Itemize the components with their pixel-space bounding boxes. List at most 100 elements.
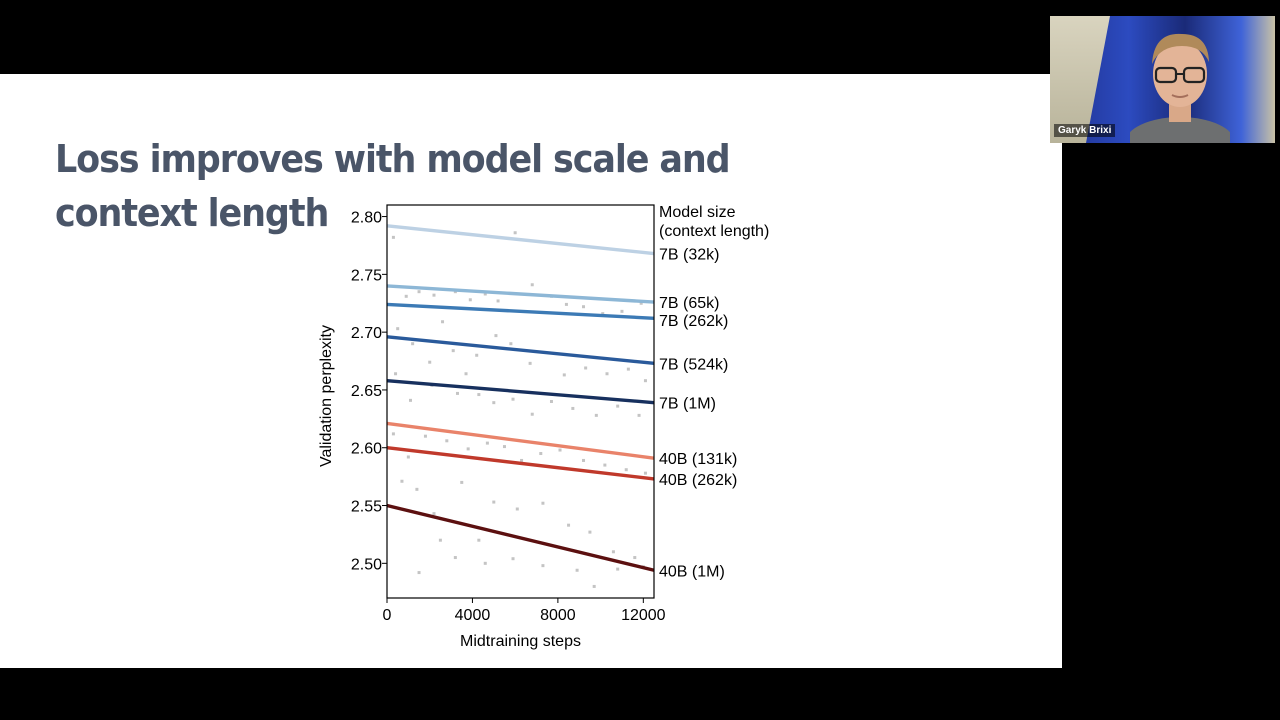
- plot-frame: [386, 204, 655, 599]
- scatter-point: [406, 455, 410, 459]
- y-tick-label: 2.65: [351, 383, 382, 400]
- y-tick-label: 2.75: [351, 267, 382, 284]
- scatter-point: [423, 434, 427, 438]
- scatter-point: [588, 530, 592, 534]
- scatter-point: [411, 342, 415, 346]
- scatter-point: [492, 500, 496, 504]
- scatter-point: [492, 401, 496, 405]
- scatter-point: [417, 290, 421, 294]
- slide-title: Loss improves with model scale and conte…: [55, 137, 731, 235]
- scatter-point: [603, 463, 607, 467]
- y-tick-label: 2.70: [351, 325, 382, 342]
- scatter-point: [626, 367, 630, 371]
- legend-label: 40B (262k): [659, 472, 737, 489]
- scatter-point: [464, 372, 468, 376]
- participant-avatar: [1130, 33, 1230, 143]
- scatter-point: [404, 294, 408, 298]
- scatter-point: [605, 372, 609, 376]
- scatter-point: [511, 397, 515, 401]
- scatter-point: [530, 412, 534, 416]
- scatter-point: [643, 471, 647, 475]
- series-line: [386, 335, 655, 366]
- participant-name-label: Garyk Brixi: [1054, 124, 1116, 137]
- scatter-point: [594, 413, 598, 417]
- scatter-point: [453, 556, 457, 560]
- scatter-point: [582, 458, 586, 462]
- scatter-point: [539, 452, 543, 456]
- scatter-point: [445, 439, 449, 443]
- x-tick-label: 0: [383, 607, 392, 624]
- x-tick-label: 4000: [455, 607, 491, 624]
- scatter-point: [633, 556, 637, 560]
- presentation-slide: Loss improves with model scale and conte…: [0, 74, 1062, 668]
- scatter-point: [601, 312, 605, 316]
- scatter-point: [541, 564, 545, 568]
- perplexity-chart: 0 4000 8000 12000 2.50 2.55 2.60 2.65 2.70 2.75 2…: [318, 204, 769, 650]
- scatter-point: [564, 302, 568, 306]
- legend-title-line1: Model size: [659, 204, 736, 221]
- legend-label: 7B (65k): [659, 295, 719, 312]
- scatter-point: [584, 366, 588, 370]
- series-line: [386, 284, 655, 304]
- scatter-point: [391, 432, 395, 436]
- scatter-point: [528, 361, 532, 365]
- scatter-point: [509, 342, 513, 346]
- participant-video-tile[interactable]: Garyk Brixi: [1050, 16, 1275, 143]
- scatter-point: [494, 334, 498, 338]
- legend-label: 40B (131k): [659, 451, 737, 468]
- scatter-point: [582, 305, 586, 309]
- scatter-point: [567, 523, 571, 527]
- scatter-point: [466, 447, 470, 451]
- scatter-point: [455, 391, 459, 395]
- scatter-point: [428, 360, 432, 364]
- scatter-point: [515, 507, 519, 511]
- scatter-point: [394, 372, 398, 376]
- legend-label: 40B (1M): [659, 563, 725, 580]
- legend-label: 7B (524k): [659, 356, 728, 373]
- scatter-point: [438, 538, 442, 542]
- scatter-point: [520, 458, 524, 462]
- scatter-point: [513, 231, 517, 235]
- x-axis-label: Midtraining steps: [460, 633, 581, 650]
- legend-label: 7B (1M): [659, 396, 716, 413]
- scatter-point: [558, 448, 562, 452]
- scatter-point: [643, 379, 647, 383]
- series-line: [386, 224, 655, 256]
- scatter-point: [415, 487, 419, 491]
- scatter-point: [485, 441, 489, 445]
- scatter-point: [400, 479, 404, 483]
- scatter-point: [391, 235, 395, 239]
- legend-label: 7B (32k): [659, 247, 719, 264]
- scatter-point: [483, 561, 487, 565]
- scatter-point: [475, 353, 479, 357]
- y-tick-label: 2.60: [351, 441, 382, 458]
- scatter-point: [417, 571, 421, 575]
- scatter-point: [460, 480, 464, 484]
- scatter-point: [432, 512, 436, 516]
- scatter-point: [575, 568, 579, 572]
- x-tick-label: 8000: [540, 607, 576, 624]
- scatter-point: [477, 393, 481, 397]
- scatter-point: [432, 293, 436, 297]
- scatter-point: [639, 301, 643, 305]
- scatter-point: [502, 445, 506, 449]
- x-tick-label: 12000: [621, 607, 666, 624]
- scatter-point: [408, 398, 412, 402]
- series-line: [386, 378, 655, 405]
- scatter-point: [441, 320, 445, 324]
- y-tick-label: 2.55: [351, 499, 382, 516]
- scatter-point: [477, 538, 481, 542]
- series-line: [386, 421, 655, 460]
- scatter-point: [624, 468, 628, 472]
- scatter-point: [549, 400, 553, 403]
- scatter-point: [496, 299, 500, 303]
- scatter-point: [616, 404, 620, 408]
- y-axis-label: Validation perplexity: [318, 325, 335, 467]
- scatter-point: [541, 501, 545, 505]
- legend-title-line2: (context length): [659, 223, 769, 240]
- legend-label: 7B (262k): [659, 313, 728, 330]
- scatter-point: [483, 292, 487, 296]
- scatter-point: [620, 309, 624, 313]
- series-line: [386, 503, 655, 572]
- scatter-point: [637, 413, 641, 417]
